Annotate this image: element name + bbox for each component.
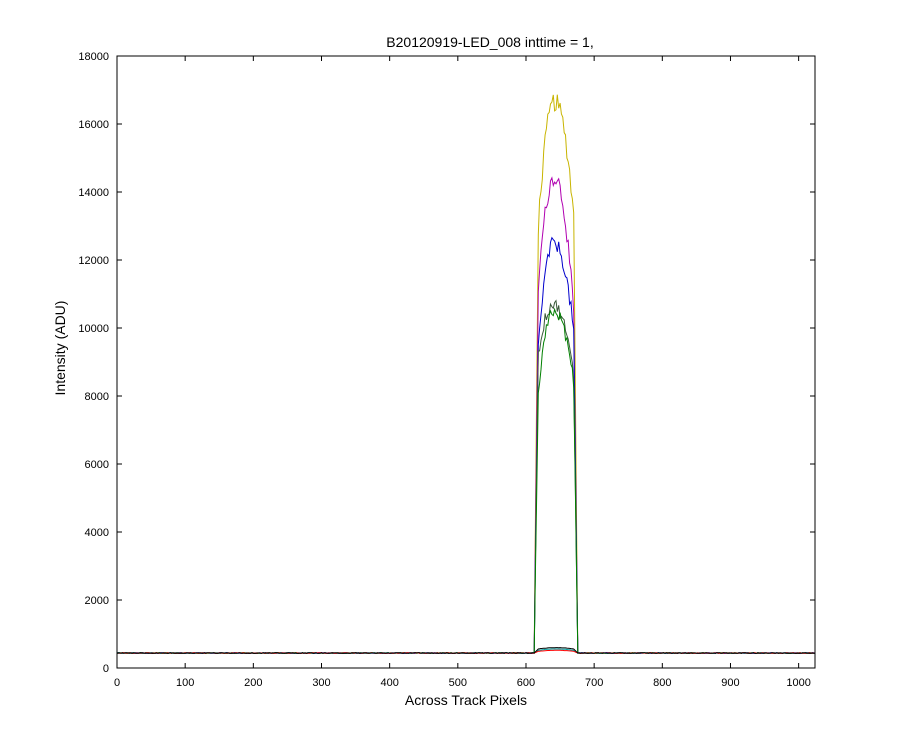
- chart-title: B20120919-LED_008 inttime = 1,: [386, 34, 593, 50]
- x-tick-label: 800: [653, 677, 671, 689]
- y-tick-label: 6000: [85, 459, 109, 471]
- y-tick-label: 12000: [78, 255, 109, 267]
- x-tick-label: 100: [176, 677, 194, 689]
- series-line: [116, 647, 816, 654]
- x-tick-label: 700: [585, 677, 603, 689]
- plot-frame: [116, 55, 816, 669]
- y-tick-label: 16000: [78, 119, 109, 131]
- y-tick-label: 18000: [78, 51, 109, 63]
- y-tick-label: 8000: [85, 391, 109, 403]
- x-tick-label: 600: [517, 677, 535, 689]
- x-axis-label: Across Track Pixels: [405, 692, 527, 708]
- x-tick-label: 0: [114, 677, 120, 689]
- y-axis-ticks: 0 2000 4000 6000 8000 10000 12000 14000 16000 180…: [78, 51, 815, 675]
- x-tick-label: 900: [721, 677, 739, 689]
- x-tick-label: 200: [244, 677, 262, 689]
- x-tick-label: 300: [312, 677, 330, 689]
- y-tick-label: 0: [103, 663, 109, 675]
- y-tick-label: 2000: [85, 595, 109, 607]
- x-tick-label: 400: [380, 677, 398, 689]
- series-layer: [116, 94, 816, 655]
- x-tick-label: 1000: [786, 677, 810, 689]
- y-axis-label: Intensity (ADU): [52, 301, 68, 396]
- x-tick-label: 500: [449, 677, 467, 689]
- y-tick-label: 4000: [85, 527, 109, 539]
- y-tick-label: 14000: [78, 187, 109, 199]
- y-tick-label: 10000: [78, 323, 109, 335]
- x-axis-ticks: 0 100 200 300 400 500 600 700 800 900 1000: [114, 56, 811, 689]
- plot-area: [117, 56, 815, 668]
